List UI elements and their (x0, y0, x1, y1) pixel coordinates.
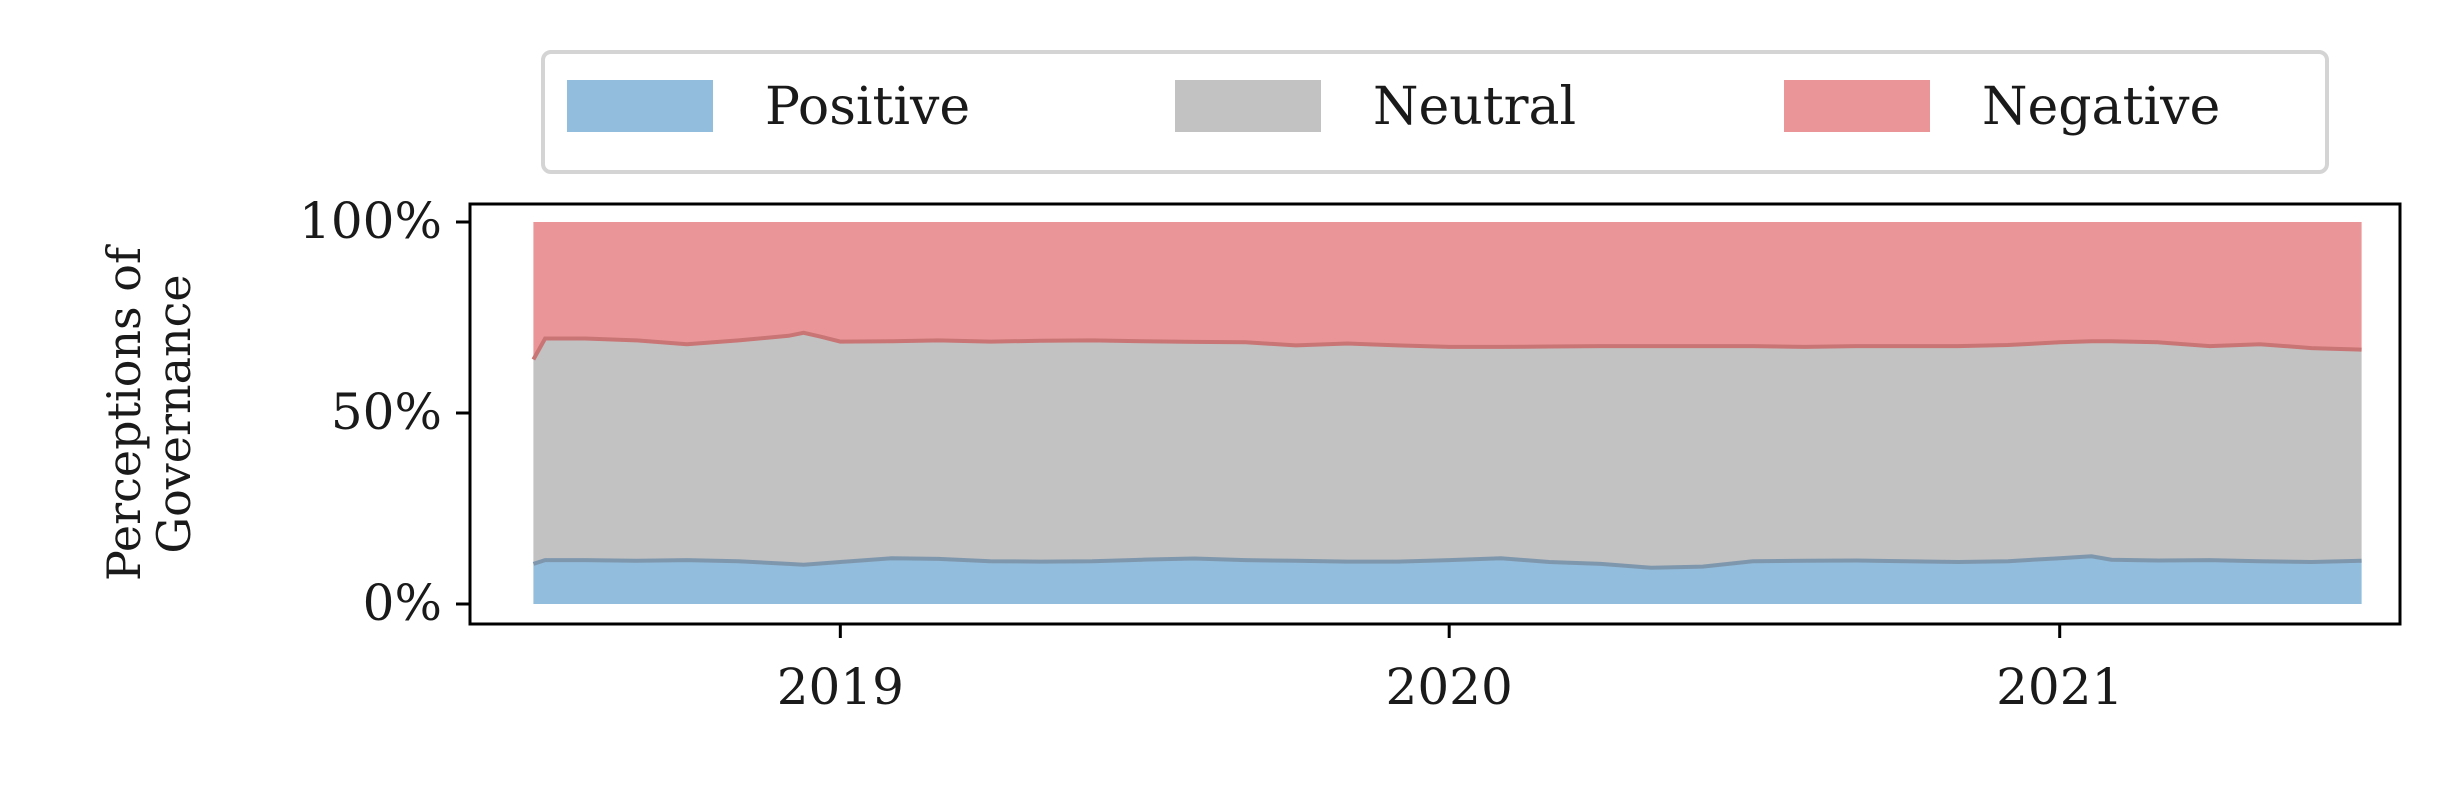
boundary-lines-group (531, 330, 2362, 570)
area-negative (533, 222, 2362, 360)
y-axis-label-line: Perceptions of (97, 244, 151, 581)
legend-label-neutral[interactable]: Neutral (1373, 77, 1576, 137)
legend[interactable]: Positive Neutral Negative (541, 50, 2329, 174)
y-tick-label: 100% (299, 192, 442, 250)
area-neutral (533, 332, 2362, 568)
y-axis-label-line: Governance (147, 274, 201, 553)
y-tick-label: 0% (363, 574, 442, 632)
x-tick-label: 2020 (1386, 658, 1513, 716)
legend-label-negative[interactable]: Negative (1982, 77, 2220, 137)
boundary-neutral (531, 330, 2362, 361)
legend-label-positive[interactable]: Positive (765, 77, 970, 137)
legend-swatch-negative (1784, 80, 1930, 132)
x-tick-label: 2019 (777, 658, 904, 716)
x-axis: 2019 2020 2021 (777, 624, 2123, 716)
y-axis: 0% 50% 100% (299, 192, 470, 632)
boundary-positive (532, 554, 2362, 570)
x-tick-label: 2021 (1996, 658, 2123, 716)
y-axis-label: Perceptions ofGovernance (97, 244, 201, 581)
legend-swatch-positive (567, 80, 713, 132)
area-series-group (533, 222, 2362, 604)
y-tick-label: 50% (331, 383, 442, 441)
legend-swatch-neutral (1175, 80, 1321, 132)
area-positive (533, 556, 2362, 604)
